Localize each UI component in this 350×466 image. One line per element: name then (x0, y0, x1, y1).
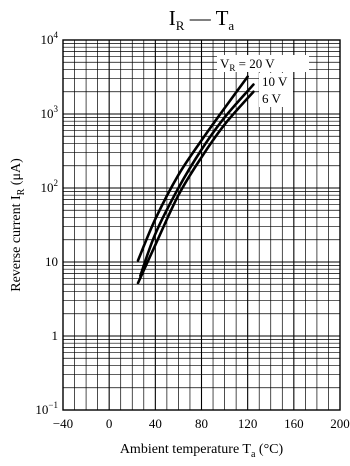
chart-series (136, 75, 255, 285)
x-axis-label: Ambient temperature Ta (°C) (120, 442, 284, 460)
y-tick-label: 102 (41, 178, 59, 195)
x-tick-label: 0 (106, 416, 113, 431)
y-tick-label: 1 (52, 328, 59, 343)
x-tick-label: 40 (149, 416, 162, 431)
y-tick-label: 10 (45, 254, 58, 269)
y-axis-label: Reverse current IR (μA) (9, 158, 27, 292)
y-tick-label: 103 (41, 104, 59, 121)
x-tick-label: 120 (238, 416, 258, 431)
series-line-1 (139, 83, 255, 278)
series-label-2: 6 V (262, 91, 282, 106)
x-tick-label: 200 (330, 416, 350, 431)
y-tick-label: 10−1 (35, 400, 58, 417)
series-line-0 (136, 75, 249, 262)
series-line-2 (136, 90, 255, 285)
x-tick-label: 80 (195, 416, 208, 431)
series-label-1: 10 V (262, 74, 288, 89)
x-tick-label: 160 (284, 416, 304, 431)
y-tick-label: 104 (41, 30, 59, 47)
plot-frame (62, 39, 341, 411)
x-tick-label: −40 (53, 416, 73, 431)
series-label-bg (259, 90, 293, 107)
chart-labels: VR = 20 V10 V 6 V IR — Ta Ambient temperatu… (9, 6, 309, 460)
chart-title: IR — Ta (169, 6, 235, 33)
chart-axes: −40 0 40 80 120 160 200 10−1 1 10 102 103 104 (35, 30, 349, 431)
series-label-bg (217, 55, 309, 72)
series-label-0: VR = 20 V (220, 56, 275, 73)
series-label-bg (259, 73, 293, 90)
chart-grid (63, 40, 340, 410)
